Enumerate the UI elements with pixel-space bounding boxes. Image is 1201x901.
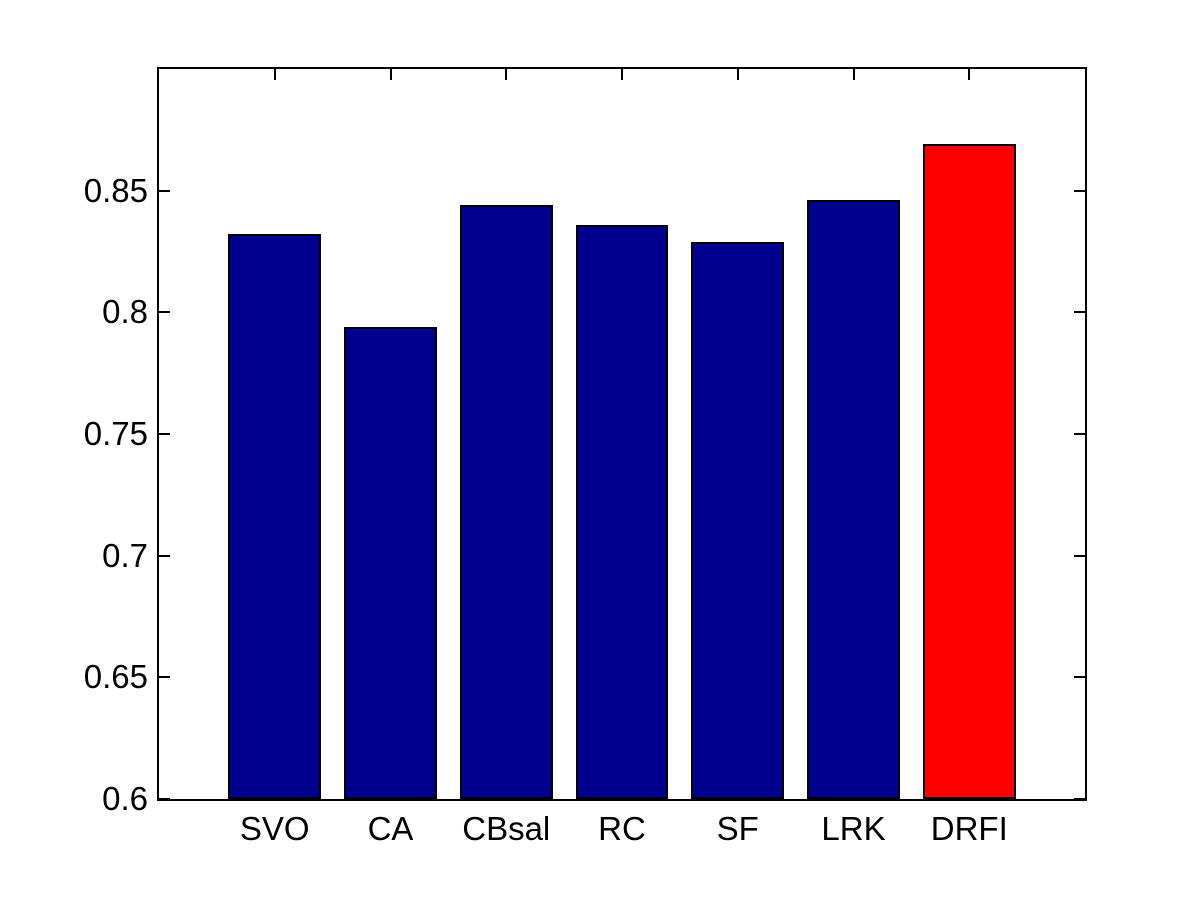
x-tick-label-SVO: SVO: [239, 810, 310, 847]
y-tick-mark: [1074, 433, 1085, 435]
y-tick-mark: [159, 554, 170, 557]
bar-SVO: [228, 234, 322, 799]
y-tick-label: 0.65: [83, 658, 148, 696]
bar-DRFI: [922, 144, 1016, 799]
y-tick-mark: [159, 311, 170, 314]
x-tick-mark: [621, 69, 623, 80]
x-tick-label-RC: RC: [598, 810, 646, 847]
x-tick-mark: [736, 69, 739, 80]
x-tick-label-CBsal: CBsal: [462, 810, 551, 847]
y-tick-label: 0.7: [102, 536, 148, 574]
y-tick-mark: [159, 798, 170, 800]
bar-SF: [691, 241, 785, 799]
x-tick-label-SF: SF: [716, 810, 759, 847]
y-tick-mark: [159, 189, 170, 192]
plot-area: [157, 67, 1087, 801]
y-tick-mark: [1074, 798, 1085, 800]
y-tick-mark: [159, 433, 170, 435]
y-tick-label: 0.85: [83, 171, 148, 209]
bar-RC: [575, 224, 669, 799]
y-tick-mark: [1074, 676, 1085, 679]
x-tick-label-CA: CA: [367, 810, 414, 847]
y-tick-mark: [159, 676, 170, 679]
x-tick-mark: [968, 69, 971, 80]
bar-CA: [344, 326, 437, 799]
x-tick-label-LRK: LRK: [821, 810, 886, 847]
x-tick-mark: [389, 69, 392, 80]
x-tick-mark: [505, 69, 508, 80]
y-tick-mark: [1074, 311, 1085, 314]
x-tick-label-DRFI: DRFI: [930, 810, 1008, 847]
bar-LRK: [807, 200, 900, 799]
y-tick-mark: [1074, 189, 1085, 192]
bar-CBsal: [459, 205, 553, 799]
x-tick-mark: [273, 69, 276, 80]
y-tick-label: 0.8: [102, 293, 148, 331]
y-tick-label: 0.75: [83, 415, 148, 452]
x-tick-mark: [852, 69, 855, 80]
y-tick-label: 0.6: [102, 780, 148, 817]
y-tick-mark: [1074, 554, 1085, 557]
